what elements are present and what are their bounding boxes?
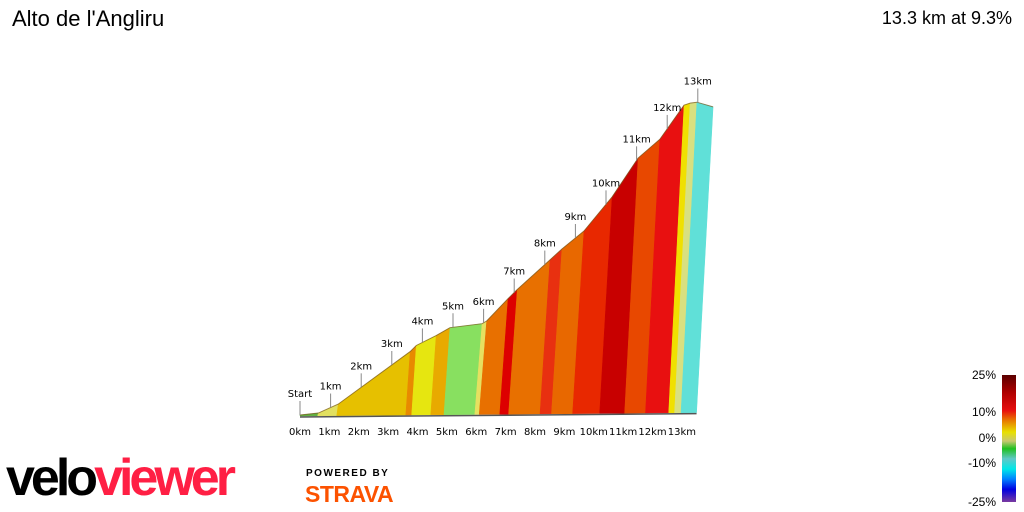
distance-tick-label: 11km — [609, 427, 637, 438]
profile-marker-label: 8km — [534, 239, 556, 250]
profile-marker-label: 5km — [442, 301, 464, 312]
veloviewer-logo[interactable]: veloviewer — [6, 449, 236, 507]
profile-marker-label: 10km — [592, 178, 620, 189]
profile-marker-label: 11km — [622, 134, 650, 145]
profile-marker-label: 9km — [564, 212, 586, 223]
gradient-segment — [336, 351, 411, 416]
profile-marker-label: 3km — [381, 339, 403, 350]
gradient-legend-bar — [1002, 375, 1016, 502]
distance-tick-label: 1km — [318, 427, 340, 438]
distance-tick-label: 5km — [436, 427, 458, 438]
distance-tick-label: 4km — [407, 427, 429, 438]
distance-tick-label: 13km — [668, 427, 696, 438]
distance-tick-label: 8km — [524, 427, 546, 438]
distance-tick-label: 7km — [495, 427, 517, 438]
distance-tick-label: 0km — [289, 427, 311, 438]
strava-logo[interactable]: STRAVA — [305, 481, 394, 507]
profile-marker-label: 7km — [503, 267, 525, 278]
legend-label: 10% — [971, 405, 996, 419]
legend-label: -10% — [967, 456, 996, 470]
distance-tick-label: 10km — [580, 427, 608, 438]
distance-tick-label: 6km — [465, 427, 487, 438]
profile-marker-label: Start — [288, 389, 313, 400]
logo-part: viewer — [94, 449, 236, 507]
climb-title: Alto de l'Angliru — [12, 6, 165, 31]
profile-marker-label: 13km — [684, 76, 712, 87]
distance-tick-label: 9km — [553, 427, 575, 438]
profile-outline — [299, 101, 714, 416]
profile-marker-label: 4km — [411, 316, 433, 327]
profile-base — [299, 412, 697, 418]
legend-label: 25% — [971, 368, 996, 382]
profile-marker-label: 1km — [320, 382, 342, 393]
profile-marker-label: 2km — [350, 361, 372, 372]
climb-summary: 13.3 km at 9.3% — [881, 8, 1012, 28]
powered-by-label: POWERED BY — [306, 468, 390, 479]
profile-marker-label: 6km — [473, 297, 495, 308]
logo-part: velo — [6, 449, 98, 507]
distance-tick-label: 12km — [638, 427, 666, 438]
distance-tick-label: 3km — [377, 427, 399, 438]
legend-label: -25% — [967, 495, 996, 509]
profile-marker-label: 12km — [653, 103, 681, 114]
distance-tick-label: 2km — [348, 427, 370, 438]
legend-label: 0% — [978, 431, 996, 445]
